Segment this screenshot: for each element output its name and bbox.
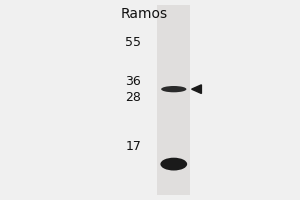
Text: 28: 28 xyxy=(125,91,141,104)
Text: 17: 17 xyxy=(125,140,141,153)
Ellipse shape xyxy=(160,158,187,171)
Text: 36: 36 xyxy=(125,75,141,88)
Ellipse shape xyxy=(161,86,186,92)
Bar xyxy=(158,5,190,195)
Text: Ramos: Ramos xyxy=(121,7,168,21)
Text: 55: 55 xyxy=(125,36,141,49)
Polygon shape xyxy=(192,85,201,93)
